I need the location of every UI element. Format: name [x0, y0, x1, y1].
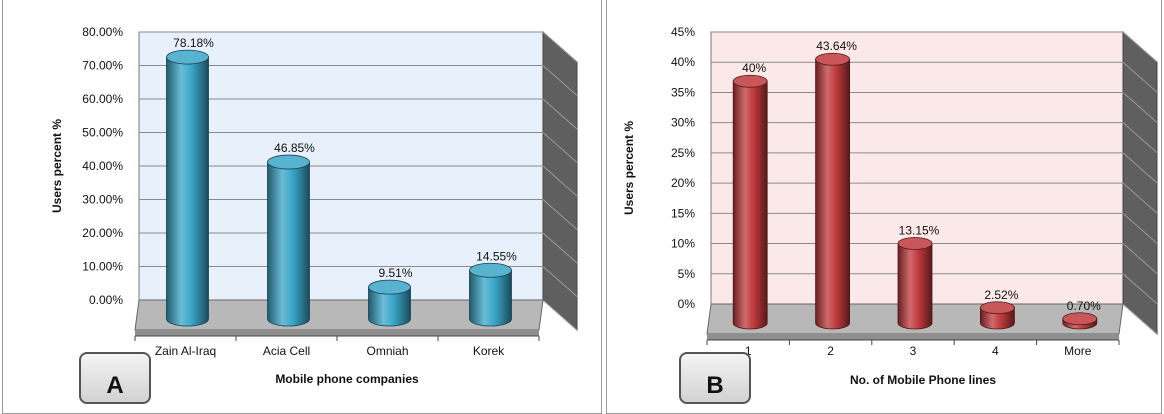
x-tick-label: Zain Al-Iraq	[155, 344, 216, 358]
gridline-side	[1122, 303, 1158, 335]
panel-label-b: B	[679, 352, 751, 404]
bar-top	[1062, 312, 1098, 326]
bar-more	[1062, 312, 1098, 330]
bar-top	[267, 154, 310, 170]
gridline-side	[542, 132, 578, 163]
data-label: 46.85%	[274, 141, 315, 155]
y-tick-label: 10%	[671, 237, 695, 251]
y-tick-label: 20.00%	[82, 226, 123, 240]
bar-acia-cell	[267, 154, 310, 327]
bar-1	[732, 74, 768, 330]
chart-panel-a: 0.00% 10.00% 20.00% 30.00% 40.00% 50.00% 60.00…	[2, 0, 602, 414]
gridline-side	[1122, 122, 1158, 154]
y-tick-label: 5%	[678, 267, 696, 281]
y-tick-label: 60.00%	[82, 92, 123, 106]
y-tick-label: 10.00%	[82, 260, 123, 274]
panel-label-a: A	[79, 352, 151, 404]
chart-panel-b: 0% 5% 10% 15% 20% 25% 30% 35% 40% 45% 40% 1 43.64% 2 1…	[606, 0, 1162, 414]
bar-top	[368, 279, 411, 295]
gridline-side	[542, 65, 578, 96]
gridline-side	[542, 98, 578, 130]
bar-korek	[469, 262, 512, 327]
gridline-side	[1122, 92, 1158, 123]
bar-top	[166, 49, 209, 65]
gridline-side	[1122, 61, 1158, 93]
x-axis-title: Mobile phone companies	[275, 372, 419, 386]
gridline-side	[542, 266, 578, 297]
x-tick-label: 2	[827, 344, 834, 358]
gridline-side	[542, 199, 578, 230]
data-label: 13.15%	[899, 224, 940, 238]
bar-body	[166, 56, 209, 327]
data-label: 78.18%	[173, 36, 214, 50]
bar-top	[469, 262, 512, 278]
bar-omniah	[368, 279, 411, 327]
gridline-side	[1122, 152, 1158, 184]
bar-body	[469, 269, 512, 327]
bar-top	[815, 52, 851, 66]
y-tick-label: 50.00%	[82, 126, 123, 140]
y-tick-label: 45%	[671, 25, 695, 39]
plot-floor-edge	[135, 330, 539, 336]
data-label: 43.64%	[816, 39, 857, 53]
bar-body	[368, 286, 411, 327]
bar-2	[815, 52, 851, 330]
y-tick-label: 25%	[671, 146, 695, 160]
y-tick-label: 15%	[671, 206, 695, 220]
y-tick-label: 30.00%	[82, 193, 123, 207]
y-axis-title: Users percent %	[622, 121, 636, 215]
x-tick-label: 4	[992, 344, 999, 358]
bar-body	[267, 161, 310, 327]
y-tick-label: 30%	[671, 116, 695, 130]
gridline-side	[1122, 182, 1158, 214]
bar-body	[815, 58, 850, 330]
x-tick-label: More	[1064, 344, 1092, 358]
x-axis-title: No. of Mobile Phone lines	[850, 373, 996, 387]
y-tick-label: 0.00%	[89, 293, 123, 307]
y-tick-label: 20%	[671, 176, 695, 190]
y-tick-label: 80.00%	[82, 25, 123, 39]
x-tick-label: 3	[910, 344, 917, 358]
bar-4	[979, 301, 1015, 330]
bar-3	[897, 237, 933, 330]
data-label: 9.51%	[378, 266, 412, 280]
chart-b-svg: 0% 5% 10% 15% 20% 25% 30% 35% 40% 45% 40% 1 43.64% 2 1…	[622, 25, 1158, 387]
gridline-side	[1122, 243, 1158, 274]
gridline-side	[542, 232, 578, 264]
data-label: 0.70%	[1067, 299, 1101, 313]
data-label: 40%	[742, 61, 766, 75]
bar-top	[979, 301, 1015, 315]
y-tick-label: 40%	[671, 55, 695, 69]
y-tick-label: 0%	[678, 297, 696, 311]
bar-top	[897, 237, 933, 250]
chart-a-svg: 0.00% 10.00% 20.00% 30.00% 40.00% 50.00% 60.00…	[50, 25, 578, 386]
gridline-side	[542, 299, 578, 331]
data-label: 2.52%	[984, 288, 1018, 302]
y-tick-label: 35%	[671, 85, 695, 99]
gridline-side	[542, 165, 578, 197]
y-axis-title: Users percent %	[50, 119, 64, 213]
bar-top	[732, 74, 768, 88]
bar-zain-al-iraq	[166, 49, 209, 327]
bar-body	[732, 80, 768, 330]
data-label: 14.55%	[476, 249, 517, 263]
gridline-side	[542, 31, 578, 63]
gridline-side	[1122, 212, 1158, 244]
x-tick-label: Omniah	[366, 344, 408, 358]
plot-floor-edge	[707, 334, 1119, 340]
x-tick-label: Acia Cell	[263, 344, 310, 358]
gridline-side	[1122, 273, 1158, 305]
y-tick-label: 70.00%	[82, 59, 123, 73]
bar-body	[897, 243, 933, 330]
x-tick-label: 1	[745, 344, 752, 358]
x-tick-label: Korek	[473, 344, 505, 358]
gridline-side	[1122, 31, 1158, 63]
y-tick-label: 40.00%	[82, 159, 123, 173]
